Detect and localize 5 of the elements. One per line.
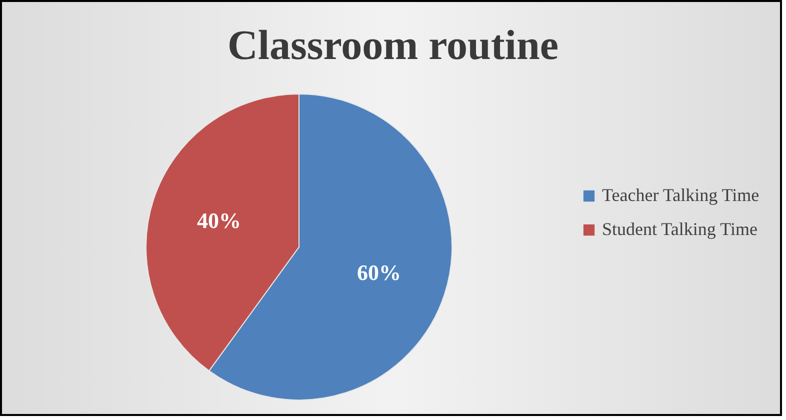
legend-label: Teacher Talking Time xyxy=(602,185,760,205)
data-label: 40% xyxy=(196,208,241,233)
chart-title: Classroom routine xyxy=(228,23,558,69)
data-label: 60% xyxy=(357,260,402,286)
legend-label: Student Talking Time xyxy=(602,219,758,239)
